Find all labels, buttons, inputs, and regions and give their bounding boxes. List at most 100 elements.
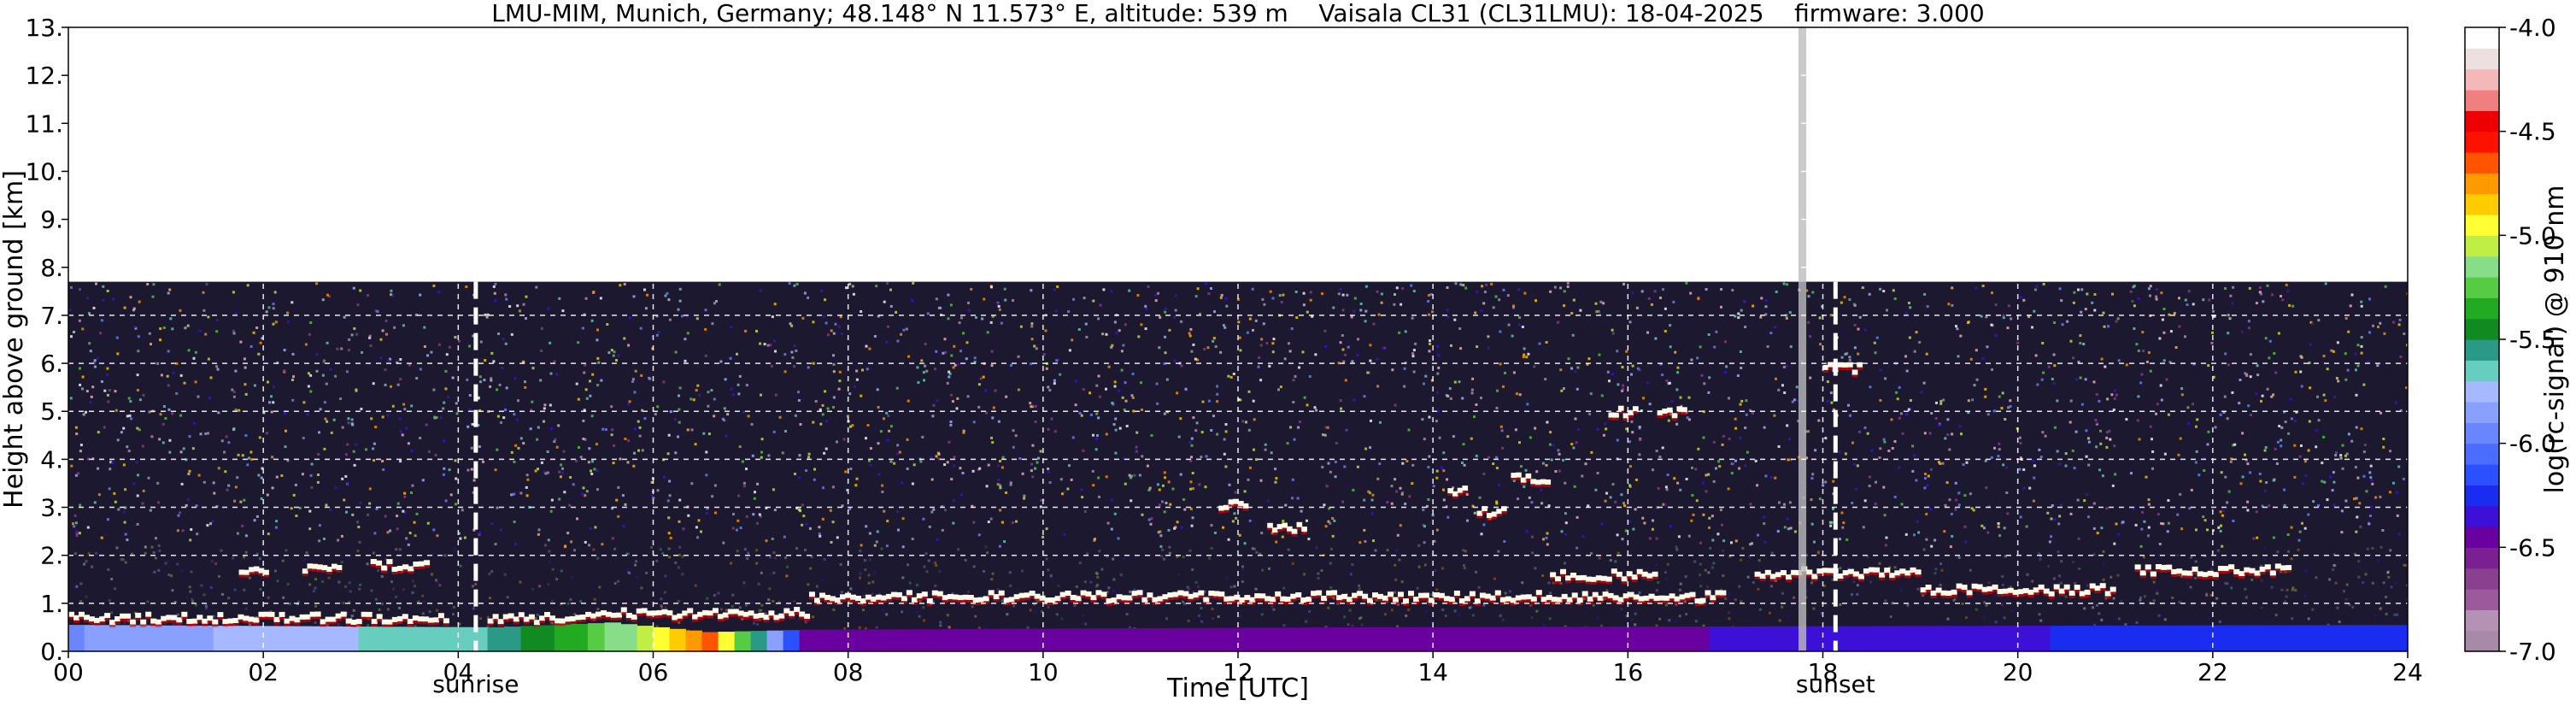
noise-speckle [805, 469, 808, 472]
noise-speckle [1303, 573, 1306, 576]
noise-speckle [343, 498, 346, 502]
cloud-echo-edge [279, 617, 285, 620]
noise-speckle [499, 528, 502, 532]
noise-speckle [678, 299, 682, 303]
noise-speckle [797, 391, 800, 394]
cloud-echo-edge [1423, 597, 1429, 601]
noise-speckle [110, 462, 114, 465]
cloud-echo [258, 611, 265, 617]
noise-speckle [1689, 291, 1693, 295]
noise-speckle [687, 514, 690, 517]
noise-speckle [2362, 474, 2366, 478]
noise-speckle [329, 368, 332, 371]
noise-speckle [109, 461, 113, 464]
noise-speckle [550, 498, 554, 502]
noise-speckle [1446, 478, 1448, 481]
noise-speckle [2186, 406, 2190, 409]
cloud-echo-edge [1244, 600, 1251, 603]
noise-speckle [434, 453, 437, 456]
noise-speckle [2285, 283, 2288, 286]
noise-speckle [1306, 519, 1308, 522]
aerosol-segment [831, 629, 849, 651]
noise-speckle [1213, 310, 1216, 314]
noise-speckle [582, 438, 585, 440]
noise-speckle [436, 609, 439, 612]
noise-speckle [1270, 451, 1273, 455]
noise-speckle [1497, 484, 1500, 486]
noise-speckle [135, 461, 138, 464]
noise-speckle [1191, 516, 1194, 520]
noise-speckle [425, 423, 428, 427]
noise-speckle [1190, 524, 1194, 527]
cloud-echo-edge [249, 572, 255, 575]
noise-speckle [2240, 330, 2244, 333]
noise-speckle [2232, 520, 2235, 522]
noise-speckle [442, 439, 445, 443]
noise-speckle [2215, 597, 2219, 600]
noise-speckle [381, 415, 384, 419]
noise-speckle [2132, 507, 2135, 510]
noise-speckle [515, 418, 519, 421]
noise-speckle [1426, 504, 1429, 508]
cloud-echo [299, 614, 306, 620]
noise-speckle [1846, 566, 1850, 569]
cloud-echo [197, 615, 203, 621]
noise-speckle [1192, 487, 1194, 491]
cloud-echo [533, 620, 540, 626]
cloud-echo [508, 613, 514, 619]
noise-speckle [686, 428, 689, 432]
noise-speckle [1878, 456, 1881, 459]
noise-speckle [2178, 325, 2181, 328]
noise-speckle [2158, 337, 2162, 340]
noise-speckle [1786, 517, 1789, 521]
aerosol-segment [149, 625, 166, 651]
cloud-echo-edge [1331, 595, 1338, 598]
noise-speckle [1641, 516, 1645, 520]
aerosol-segment [1010, 628, 1028, 651]
noise-speckle [635, 560, 638, 563]
aerosol-segment [1238, 627, 1255, 651]
noise-speckle [1562, 387, 1565, 391]
noise-speckle [1535, 609, 1539, 613]
noise-speckle [1744, 464, 1747, 468]
noise-speckle [2280, 444, 2283, 448]
noise-speckle [1529, 603, 1533, 607]
noise-speckle [1363, 528, 1366, 532]
aerosol-segment [1563, 627, 1580, 651]
noise-speckle [246, 284, 249, 287]
cloud-echo-edge [890, 597, 897, 600]
noise-speckle [386, 414, 390, 417]
noise-speckle [633, 451, 636, 455]
noise-speckle [2167, 413, 2170, 416]
noise-speckle [584, 494, 587, 497]
noise-speckle [1766, 345, 1769, 348]
noise-speckle [1725, 365, 1728, 368]
noise-speckle [1501, 446, 1505, 450]
noise-speckle [1832, 408, 1835, 411]
noise-speckle [123, 521, 126, 524]
noise-speckle [2019, 456, 2022, 460]
noise-speckle [2098, 399, 2101, 403]
noise-speckle [877, 473, 881, 476]
cloud-echo [1510, 597, 1517, 603]
noise-speckle [1344, 379, 1347, 382]
noise-speckle [2344, 378, 2348, 381]
noise-speckle [610, 349, 613, 352]
noise-speckle [2394, 401, 2397, 404]
cloud-echo-edge [361, 616, 367, 620]
noise-speckle [756, 521, 759, 525]
noise-speckle [74, 521, 78, 525]
noise-speckle [114, 500, 117, 503]
noise-speckle [907, 563, 909, 567]
noise-speckle [1431, 514, 1435, 517]
noise-speckle [1000, 321, 1003, 325]
noise-speckle [2260, 399, 2262, 403]
noise-speckle [1059, 478, 1063, 481]
noise-speckle [1048, 481, 1052, 484]
noise-speckle [2333, 564, 2337, 568]
noise-speckle [664, 574, 667, 578]
noise-speckle [501, 367, 504, 370]
noise-speckle [486, 626, 490, 629]
noise-speckle [1272, 608, 1276, 611]
noise-speckle [801, 316, 805, 320]
